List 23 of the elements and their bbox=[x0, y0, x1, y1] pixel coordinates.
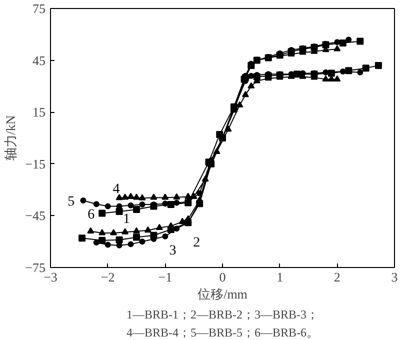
annotation: 4 bbox=[112, 182, 120, 197]
annotation: 2 bbox=[193, 236, 200, 251]
annotation: 6 bbox=[88, 207, 95, 222]
text: 4—BRB-4；5—BRB-5；6—BRB-6。 bbox=[126, 326, 319, 340]
y-tick-label: 15 bbox=[32, 104, 46, 120]
x-tick-label: −3 bbox=[44, 270, 58, 284]
y-tick-label: −45 bbox=[25, 208, 46, 224]
y-axis-title: 轴力/kN bbox=[3, 114, 18, 161]
x-tick-label: 2 bbox=[334, 270, 340, 284]
y-tick-label: 45 bbox=[32, 52, 46, 68]
y-tick-label: 75 bbox=[32, 1, 46, 16]
x-tick-label: 1 bbox=[276, 270, 284, 284]
x-tick-label: −2 bbox=[100, 270, 115, 284]
annotation: 1 bbox=[123, 212, 130, 228]
x-tick-label: 0 bbox=[219, 270, 226, 284]
x-tick-label: 3 bbox=[391, 270, 398, 284]
annotation: 5 bbox=[68, 194, 75, 210]
x-tick-label: −1 bbox=[158, 270, 172, 284]
annotation: 3 bbox=[169, 243, 176, 258]
text: 1—BRB-1；2—BRB-2；3—BRB-3； bbox=[126, 308, 319, 322]
y-tick-label: −75 bbox=[25, 260, 46, 275]
y-tick-label: −15 bbox=[25, 156, 46, 172]
x-axis-title: 位移/mm bbox=[198, 286, 248, 302]
